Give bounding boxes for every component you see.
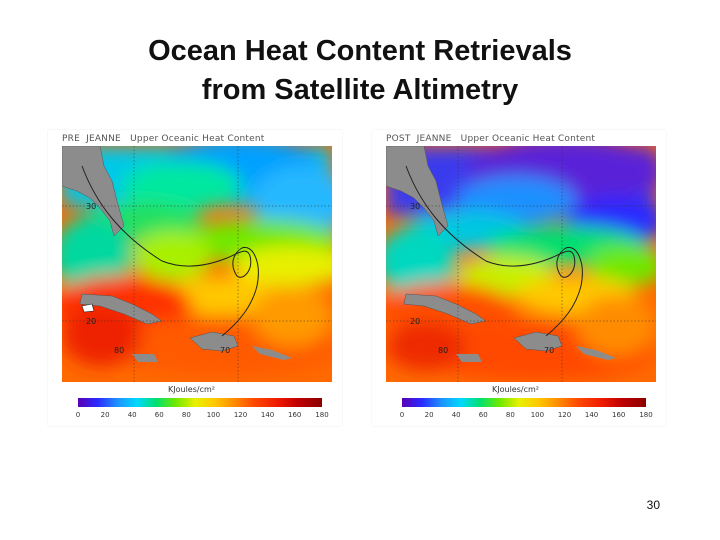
post-jeanne-map-panel: POST JEANNE Upper Oceanic Heat Content xyxy=(372,130,666,426)
heat-content-map xyxy=(386,146,656,382)
colorbar-tick: 0 xyxy=(399,411,405,419)
colorbar-tick: 160 xyxy=(287,411,302,419)
lon-label-70: 70 xyxy=(544,346,555,355)
lat-label-20: 20 xyxy=(410,317,421,326)
colorbar-tick: 60 xyxy=(478,411,488,419)
page-number: 30 xyxy=(646,498,660,512)
panel-header: POST JEANNE Upper Oceanic Heat Content xyxy=(386,134,596,144)
colorbar-tick: 120 xyxy=(233,411,248,419)
colorbar-units: KJoules/cm² xyxy=(492,385,539,394)
lat-label-30: 30 xyxy=(86,202,97,211)
colorbar-tick: 40 xyxy=(451,411,461,419)
colorbar-tick: 140 xyxy=(584,411,599,419)
lat-label-30: 30 xyxy=(410,202,421,211)
lat-label-20: 20 xyxy=(86,317,97,326)
colorbar-ticks: 0 20 40 60 80 100 120 140 160 180 xyxy=(399,411,653,421)
heat-content-map xyxy=(62,146,332,382)
colorbar-units: KJoules/cm² xyxy=(168,385,215,394)
colorbar-tick: 40 xyxy=(127,411,137,419)
colorbar-tick: 80 xyxy=(505,411,515,419)
lon-label-80: 80 xyxy=(438,346,449,355)
colorbar-tick: 180 xyxy=(639,411,653,419)
title-line-2: from Satellite Altimetry xyxy=(201,74,519,106)
lon-label-70: 70 xyxy=(220,346,231,355)
colorbar-tick: 20 xyxy=(100,411,110,419)
colorbar-tick: 20 xyxy=(424,411,434,419)
colorbar-tick: 140 xyxy=(260,411,275,419)
panel-header: PRE JEANNE Upper Oceanic Heat Content xyxy=(62,134,265,144)
colorbar-tick: 180 xyxy=(315,411,329,419)
title-line-1: Ocean Heat Content Retrievals xyxy=(148,35,572,67)
colorbar-tick: 80 xyxy=(181,411,191,419)
colorbar xyxy=(402,398,646,407)
colorbar-tick: 100 xyxy=(530,411,545,419)
colorbar-tick: 0 xyxy=(75,411,81,419)
colorbar-ticks: 0 20 40 60 80 100 120 140 160 180 xyxy=(75,411,329,421)
colorbar-tick: 160 xyxy=(611,411,626,419)
pre-jeanne-map-panel: PRE JEANNE Upper Oceanic Heat Content xyxy=(48,130,342,426)
colorbar-tick: 120 xyxy=(557,411,572,419)
lon-label-80: 80 xyxy=(114,346,125,355)
colorbar-tick: 60 xyxy=(154,411,164,419)
slide-title: Ocean Heat Content Retrievals from Satel… xyxy=(0,32,720,110)
colorbar xyxy=(78,398,322,407)
colorbar-tick: 100 xyxy=(206,411,221,419)
